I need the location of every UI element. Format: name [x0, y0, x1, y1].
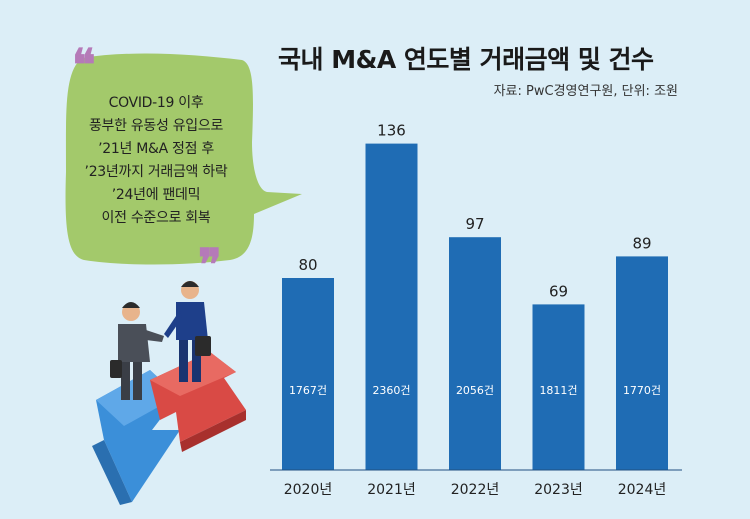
value-label: 89: [632, 234, 651, 252]
x-tick-label: 2022년: [451, 482, 500, 498]
bubble-line: ’21년 M&A 정점 후: [98, 141, 214, 157]
speech-bubble: COVID-19 이후 풍부한 유동성 유입으로 ’21년 M&A 정점 후 ’…: [62, 52, 302, 265]
bar: [365, 143, 418, 470]
bubble-line: COVID-19 이후: [108, 95, 204, 111]
value-label: 136: [377, 122, 406, 140]
bar: [532, 304, 585, 470]
x-tick-label: 2024년: [618, 482, 667, 498]
bubble-text: COVID-19 이후 풍부한 유동성 유입으로 ’21년 M&A 정점 후 ’…: [62, 92, 250, 230]
open-quote-icon: ❝: [72, 40, 96, 91]
businessman-right-icon: [164, 281, 211, 382]
bubble-line: 풍부한 유동성 유입으로: [88, 118, 224, 134]
close-quote-icon: ❞: [198, 240, 222, 291]
x-tick-label: 2021년: [367, 482, 416, 498]
count-label: 2056건: [456, 384, 494, 397]
count-label: 1770건: [623, 384, 661, 397]
bar: [282, 278, 334, 470]
businessman-left-icon: [110, 302, 164, 400]
bar: [616, 256, 668, 470]
value-label: 80: [298, 256, 317, 274]
count-label: 1767건: [289, 384, 327, 397]
count-label: 2360건: [372, 384, 410, 397]
x-tick-label: 2020년: [284, 482, 333, 498]
value-label: 97: [465, 215, 484, 233]
chart-title: 국내 M&A 연도별 거래금액 및 건수: [278, 45, 654, 74]
source-note: 자료: PwC경영연구원, 단위: 조원: [493, 84, 678, 99]
bubble-background: [65, 53, 302, 265]
value-label: 69: [549, 282, 568, 300]
bubble-line: ’23년까지 거래금액 하락: [84, 164, 228, 180]
count-label: 1811건: [539, 384, 577, 397]
bubble-shape: [65, 53, 302, 265]
bubble-line: ’24년에 팬데믹: [111, 187, 201, 203]
bar: [449, 237, 501, 470]
bubble-line: 이전 수준으로 회복: [101, 210, 211, 226]
x-tick-label: 2023년: [534, 482, 583, 498]
